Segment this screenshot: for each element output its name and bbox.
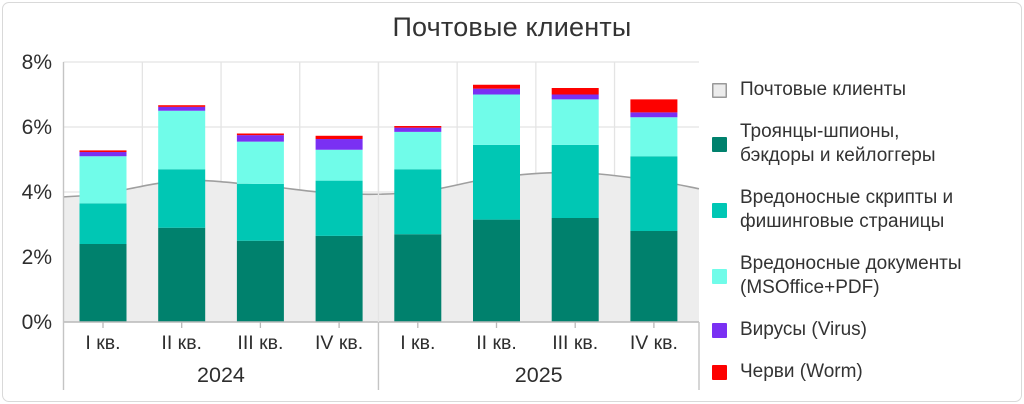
y-axis-label: 0% — [22, 311, 52, 334]
bar-segment — [630, 231, 678, 322]
bar-segment — [394, 169, 442, 235]
legend-label: Вредоносные скрипты и фишинговые страниц… — [740, 187, 954, 232]
bar-segment — [158, 169, 206, 228]
x-axis-label: I кв. — [85, 332, 120, 354]
bar-segment — [473, 84, 520, 89]
legend-item: Троянцы-шпионы, бэкдоры и кейлоггеры — [712, 120, 1018, 168]
legend-swatch — [712, 136, 727, 152]
area-series-fill — [63, 172, 699, 322]
legend-label: Вредоносные документы (MSOffice+PDF) — [740, 253, 962, 298]
x-axis-label: IV кв. — [630, 332, 678, 354]
legend-label: Почтовые клиенты — [740, 79, 906, 100]
legend-item: Почтовые клиенты — [712, 78, 1018, 102]
legend-swatch — [712, 364, 727, 380]
bar-segment — [236, 135, 284, 142]
bar-segment — [315, 149, 363, 181]
bar-segment — [394, 131, 442, 170]
y-axis-label: 4% — [22, 181, 52, 204]
bar-segment — [158, 110, 206, 170]
bar-segment — [630, 112, 678, 118]
x-axis-label: III кв. — [237, 332, 283, 354]
y-axis-label: 6% — [22, 116, 52, 139]
bar-segment — [473, 94, 520, 145]
bar-segment — [473, 144, 520, 220]
bar-segment — [236, 133, 284, 136]
bar-segment — [315, 235, 363, 322]
stacked-bar-chart: 8% 6% 4% 2% 0% I кв. II кв. III кв. IV кв. 2024 I … — [22, 51, 700, 390]
y-axis-label: 8% — [22, 51, 52, 74]
legend-item: Вредоносные документы (MSOffice+PDF) — [712, 252, 1018, 300]
bar-segment — [551, 88, 599, 95]
y-axis-label: 2% — [22, 246, 52, 269]
bar-segment — [394, 234, 442, 322]
bar-segment — [630, 99, 678, 113]
bar-segment — [551, 94, 599, 100]
x-axis-label: IV кв. — [315, 332, 363, 354]
bar-segment — [551, 218, 599, 322]
legend-item: Вредоносные скрипты и фишинговые страниц… — [712, 186, 1018, 234]
x-axis-label: II кв. — [161, 332, 202, 354]
legend-label: Вирусы (Virus) — [740, 319, 867, 340]
bar-segment — [630, 156, 678, 231]
page-title: Почтовые клиенты — [392, 12, 632, 42]
bar-segment — [79, 152, 127, 157]
legend-swatch — [712, 268, 727, 284]
year-label: 2024 — [197, 363, 245, 387]
bar-segment — [158, 105, 206, 107]
bar-segment — [79, 150, 127, 153]
legend-label: Черви (Worm) — [740, 361, 863, 382]
bar-segment — [315, 180, 363, 236]
bar-segment — [158, 106, 206, 111]
legend-item: Черви (Worm) — [712, 360, 1018, 384]
legend-swatch — [712, 322, 727, 338]
bar-segment — [394, 127, 442, 132]
x-axis-label: II кв. — [476, 332, 517, 354]
bar-segment — [236, 183, 284, 241]
bar-segment — [79, 203, 127, 244]
bar-segment — [79, 156, 127, 204]
bar-segment — [551, 144, 599, 218]
x-axis-label: I кв. — [400, 332, 435, 354]
bar-segment — [394, 126, 442, 128]
bar-segment — [473, 219, 520, 322]
bar-segment — [630, 117, 678, 157]
bar-segment — [315, 139, 363, 150]
year-label: 2025 — [515, 363, 563, 387]
bar-segment — [315, 135, 363, 140]
x-axis-label: III кв. — [552, 332, 598, 354]
bar-segment — [236, 240, 284, 322]
legend-label: Троянцы-шпионы, бэкдоры и кейлоггеры — [740, 121, 936, 166]
bar-segment — [79, 244, 127, 322]
bar-segment — [551, 99, 599, 145]
legend-swatch — [712, 82, 727, 98]
bar-segment — [158, 227, 206, 322]
bar-segment — [473, 88, 520, 95]
bar-segment — [236, 141, 284, 184]
legend-swatch — [712, 202, 727, 218]
chart-legend: Почтовые клиенты Троянцы-шпионы, бэкдоры … — [712, 0, 1018, 404]
legend-item: Вирусы (Virus) — [712, 318, 1018, 342]
